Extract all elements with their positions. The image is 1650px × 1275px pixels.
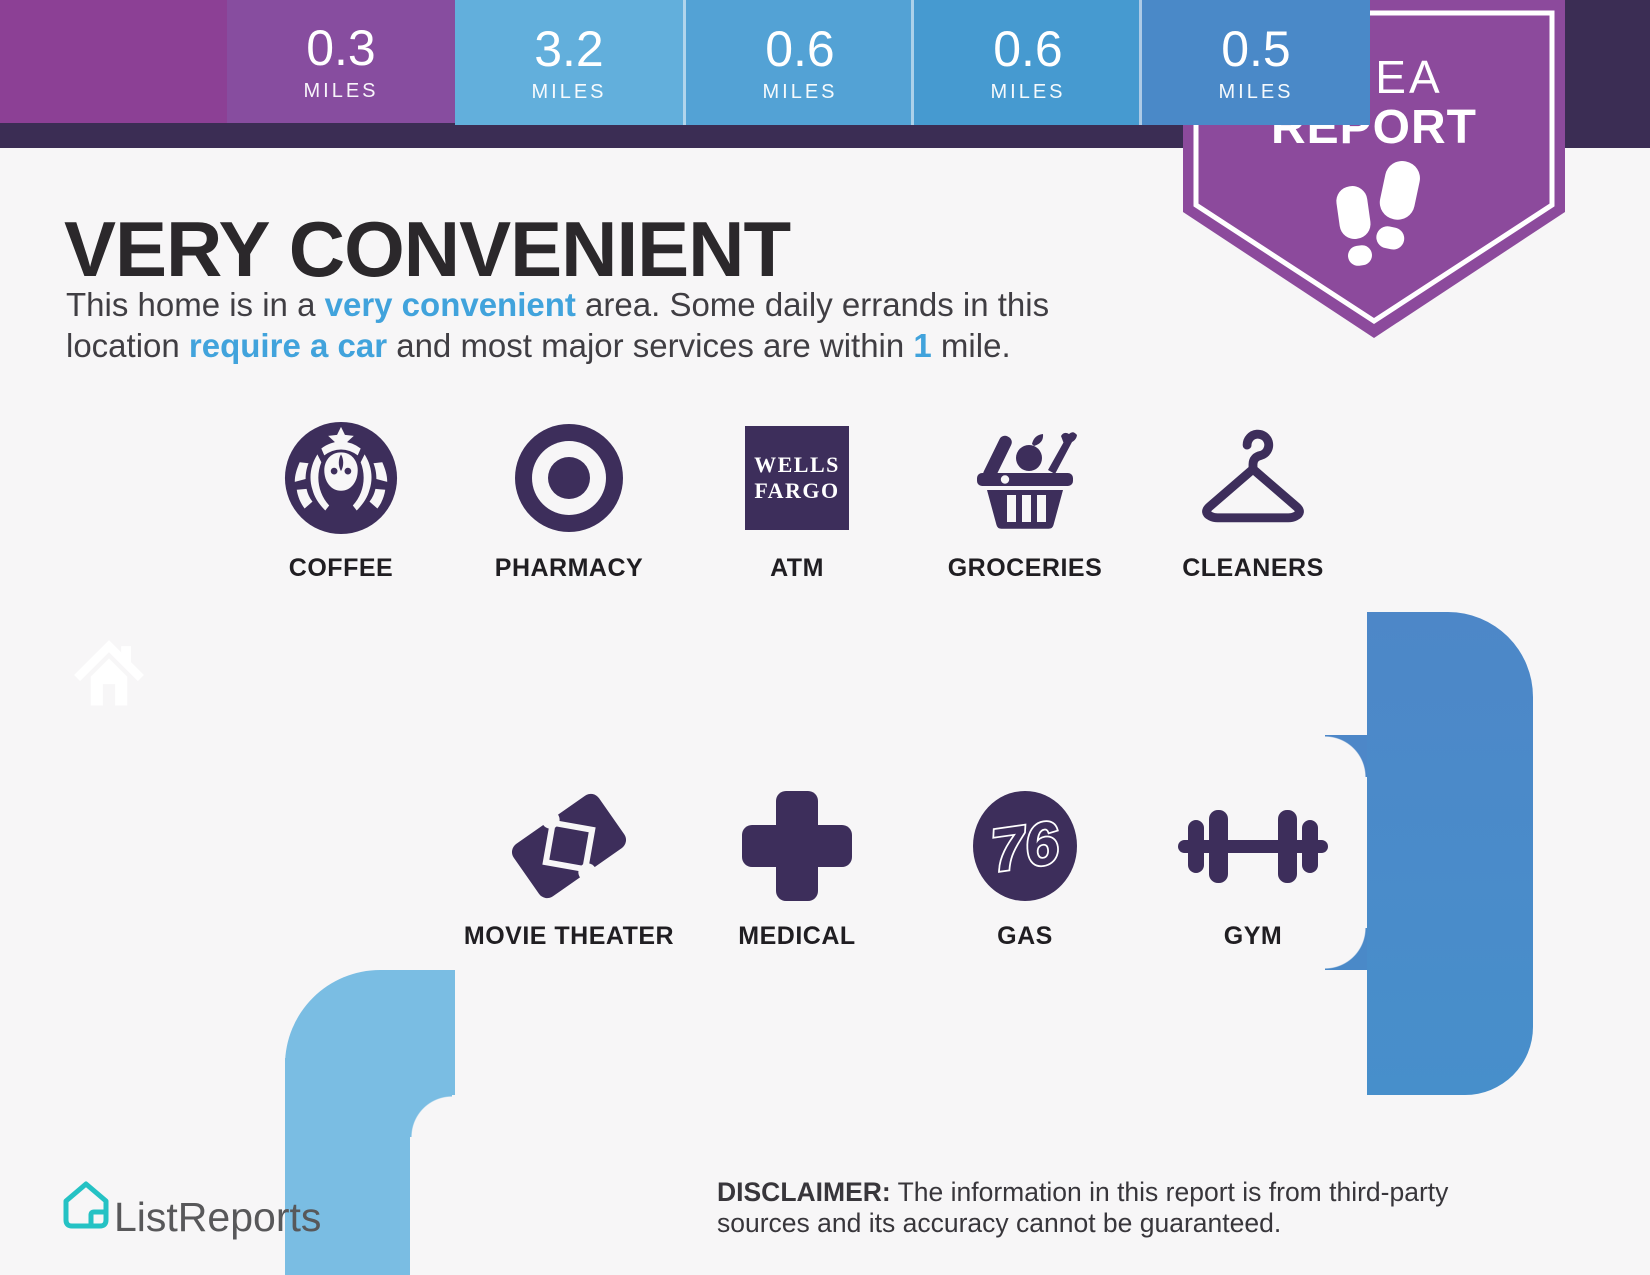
page-title: VERY CONVENIENT xyxy=(64,205,791,293)
76-text: 76 xyxy=(987,809,1063,885)
desc-highlight: very convenient xyxy=(324,286,576,323)
route-cell-medical: 0.6 MILES xyxy=(683,0,914,125)
desc-text: This home is in a xyxy=(66,286,325,323)
place-label: ATM xyxy=(770,554,824,582)
footprints-icon xyxy=(1336,161,1420,266)
route-fillet xyxy=(1325,735,1367,777)
hanger-icon xyxy=(1202,429,1304,523)
place-atm: WELLS FARGO ATM xyxy=(677,416,917,583)
distance-value: 3.2 xyxy=(534,21,604,77)
movie-ticket-icon xyxy=(508,789,630,903)
route-cell-home xyxy=(0,0,227,123)
distance-unit: MILES xyxy=(1218,81,1294,103)
desc-text: mile. xyxy=(931,327,1011,364)
76-gas-icon: 76 xyxy=(973,791,1077,901)
route-fillet xyxy=(410,1095,452,1137)
place-label: COFFEE xyxy=(288,554,394,582)
starbucks-coffee-icon xyxy=(284,421,398,535)
description: This home is in a very convenient area. … xyxy=(66,284,1111,366)
distance-value: 0.3 xyxy=(306,20,376,76)
place-coffee: COFFEE xyxy=(221,416,461,583)
place-label: CLEANERS xyxy=(1182,554,1324,582)
medical-cross-icon xyxy=(742,791,852,901)
desc-text: area. Some daily errands in this locatio… xyxy=(66,286,1050,364)
route-cell-gym: 0.5 MILES xyxy=(1139,0,1370,125)
place-label: GROCERIES xyxy=(947,554,1103,582)
place-label: MOVIE THEATER xyxy=(463,922,675,950)
route-right-connector xyxy=(1367,612,1533,1095)
place-label: GAS xyxy=(997,922,1053,950)
dumbbell-icon xyxy=(1178,796,1328,896)
listreports-house-icon xyxy=(63,1181,109,1229)
disclaimer-text: The information in this report is from t… xyxy=(717,1177,1449,1238)
route-cell-gas: 0.6 MILES xyxy=(911,0,1142,125)
route-cell-movie-theater: 3.2 MILES xyxy=(455,0,683,125)
wells-fargo-text: FARGO xyxy=(754,478,840,503)
route-cell-coffee: 0.3 MILES xyxy=(227,0,455,123)
place-gas: 76 GAS xyxy=(905,784,1145,951)
grocery-basket-icon xyxy=(977,432,1077,529)
place-label: PHARMACY xyxy=(494,554,644,582)
route-left-connector xyxy=(285,1058,410,1275)
place-pharmacy: PHARMACY xyxy=(449,416,689,583)
target-bullseye-icon xyxy=(515,424,623,532)
wells-fargo-text: WELLS xyxy=(754,452,840,477)
place-medical: MEDICAL xyxy=(677,784,917,951)
place-label: GYM xyxy=(1223,922,1283,950)
disclaimer: DISCLAIMER: The information in this repo… xyxy=(717,1177,1522,1239)
distance-value: 0.6 xyxy=(765,21,835,77)
distance-unit: MILES xyxy=(531,81,607,103)
distance-unit: MILES xyxy=(303,80,379,102)
distance-value: 0.5 xyxy=(1221,21,1291,77)
place-groceries: GROCERIES xyxy=(905,416,1145,583)
place-cleaners: CLEANERS xyxy=(1133,416,1373,583)
place-movie-theater: MOVIE THEATER xyxy=(449,784,689,951)
desc-text: and most major services are within xyxy=(387,327,914,364)
distance-value: 0.6 xyxy=(993,21,1063,77)
home-icon xyxy=(74,640,144,706)
distance-unit: MILES xyxy=(762,81,838,103)
desc-highlight: require a car xyxy=(188,327,388,364)
distance-unit: MILES xyxy=(990,81,1066,103)
place-gym: GYM xyxy=(1133,784,1373,951)
disclaimer-label: DISCLAIMER: xyxy=(717,1177,891,1207)
route-fillet xyxy=(1325,928,1367,970)
brand-name: ListReports xyxy=(114,1194,322,1240)
place-label: MEDICAL xyxy=(738,922,856,950)
desc-highlight: 1 xyxy=(913,327,932,364)
wells-fargo-icon: WELLS FARGO xyxy=(745,426,849,530)
